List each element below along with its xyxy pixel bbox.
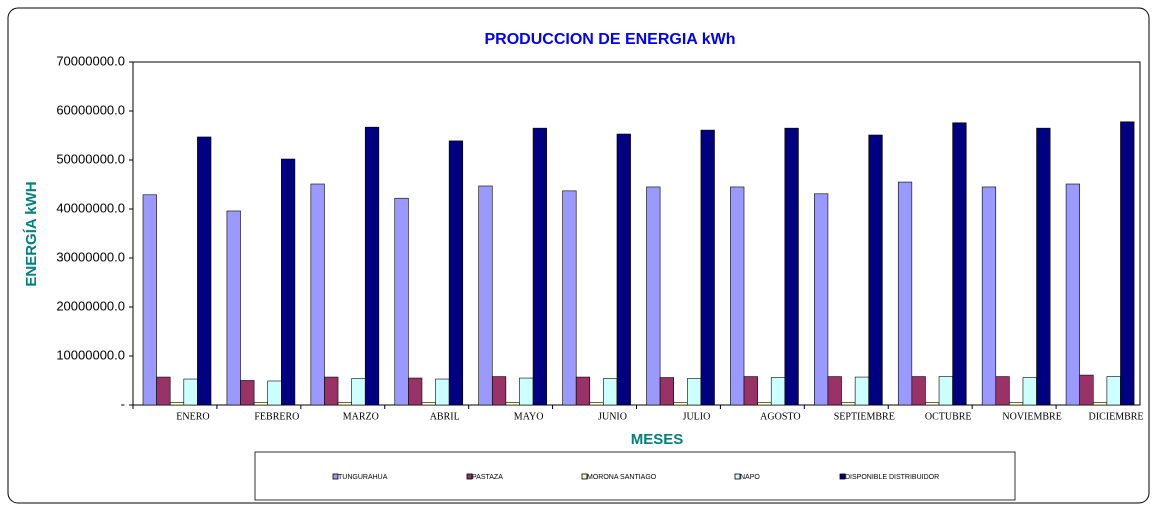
y-tick-label: 50000000.0 — [56, 151, 125, 166]
bar — [337, 402, 352, 406]
bar — [532, 127, 547, 406]
x-tick-label: NOVIEMBRE — [1002, 411, 1061, 422]
bar — [226, 210, 241, 406]
legend-label: NAPO — [740, 474, 760, 481]
legend-label: MORONA SANTIAGO — [587, 474, 657, 481]
bar — [938, 376, 953, 406]
bar — [421, 402, 436, 406]
bar — [435, 378, 450, 406]
x-tick-label: DICIEMBRE — [1089, 411, 1144, 422]
x-tick-label: JULIO — [683, 411, 711, 422]
legend-swatch — [734, 473, 741, 480]
y-tick-label: 30000000.0 — [56, 249, 125, 264]
bar — [589, 402, 604, 406]
legend-label: TUNGURAHUA — [338, 474, 388, 481]
bar — [981, 186, 997, 406]
bar — [827, 376, 842, 406]
bar — [995, 376, 1010, 406]
bar — [142, 194, 157, 406]
y-tick-label: 20000000.0 — [56, 298, 125, 313]
y-tick-label: 70000000.0 — [56, 53, 125, 68]
bar — [814, 193, 829, 406]
bar — [952, 122, 967, 406]
bar — [1065, 183, 1080, 406]
bar — [575, 376, 591, 406]
bar — [240, 380, 255, 406]
y-tick-label: 40000000.0 — [56, 200, 125, 215]
bar — [911, 376, 926, 406]
legend-swatch — [466, 473, 473, 480]
bar — [364, 126, 380, 406]
bar — [169, 402, 185, 406]
bar — [730, 186, 745, 406]
bar — [253, 402, 269, 406]
bar — [1092, 402, 1108, 406]
bar — [1120, 121, 1135, 406]
bar — [310, 183, 325, 406]
x-tick-label: AGOSTO — [760, 411, 800, 422]
bar — [448, 140, 464, 406]
x-tick-label: SEPTIEMBRE — [834, 411, 895, 422]
x-axis-label: MESES — [631, 431, 684, 448]
bar — [478, 185, 493, 406]
bar — [673, 402, 688, 406]
bar — [562, 190, 577, 406]
y-tick-label: 10000000.0 — [56, 347, 125, 362]
y-tick-label: - — [121, 396, 125, 411]
bar — [1036, 127, 1051, 406]
x-tick-label: FEBRERO — [254, 411, 299, 422]
bar — [351, 378, 366, 406]
bar — [784, 127, 799, 406]
chart-title: PRODUCCION DE ENERGIA kWh — [485, 31, 736, 48]
bar — [324, 376, 339, 406]
y-axis-label: ENERGÍA kWH — [23, 181, 40, 286]
bar — [854, 376, 870, 406]
bar — [616, 133, 631, 406]
bar — [197, 136, 212, 406]
bar — [841, 402, 856, 406]
bar — [1079, 374, 1094, 406]
plot-area — [132, 61, 1141, 406]
bar — [394, 197, 409, 406]
bar — [603, 378, 618, 406]
x-tick-label: JUNIO — [598, 411, 627, 422]
bar — [743, 376, 758, 406]
bar — [491, 376, 507, 406]
legend-label: PASTAZA — [472, 474, 503, 481]
bar — [686, 378, 702, 406]
x-tick-label: ENERO — [176, 411, 209, 422]
x-tick-label: OCTUBRE — [925, 411, 972, 422]
x-tick-label: ABRIL — [430, 411, 460, 422]
bar — [1022, 377, 1037, 406]
bar — [897, 181, 913, 406]
bar — [1009, 402, 1024, 406]
bar — [925, 402, 940, 406]
legend-label: DISPONIBLE DISTRIBUIDOR — [845, 474, 939, 481]
y-tick-label: 60000000.0 — [56, 102, 125, 117]
legend — [254, 451, 1016, 501]
legend-swatch — [839, 473, 846, 480]
bar — [757, 402, 772, 406]
bar — [700, 129, 715, 406]
bar — [646, 186, 661, 406]
bar — [267, 380, 282, 406]
bar — [505, 402, 520, 406]
x-tick-label: MAYO — [514, 411, 544, 422]
bar — [156, 376, 171, 406]
x-tick-label: MARZO — [343, 411, 379, 422]
bar — [1106, 376, 1121, 406]
bar — [281, 158, 296, 406]
bar — [519, 377, 534, 406]
bar — [770, 377, 786, 406]
bar — [659, 377, 674, 406]
bar — [183, 378, 198, 406]
bar — [868, 134, 883, 406]
bar — [408, 377, 423, 406]
legend-swatch — [332, 473, 339, 480]
legend-swatch — [581, 473, 588, 480]
